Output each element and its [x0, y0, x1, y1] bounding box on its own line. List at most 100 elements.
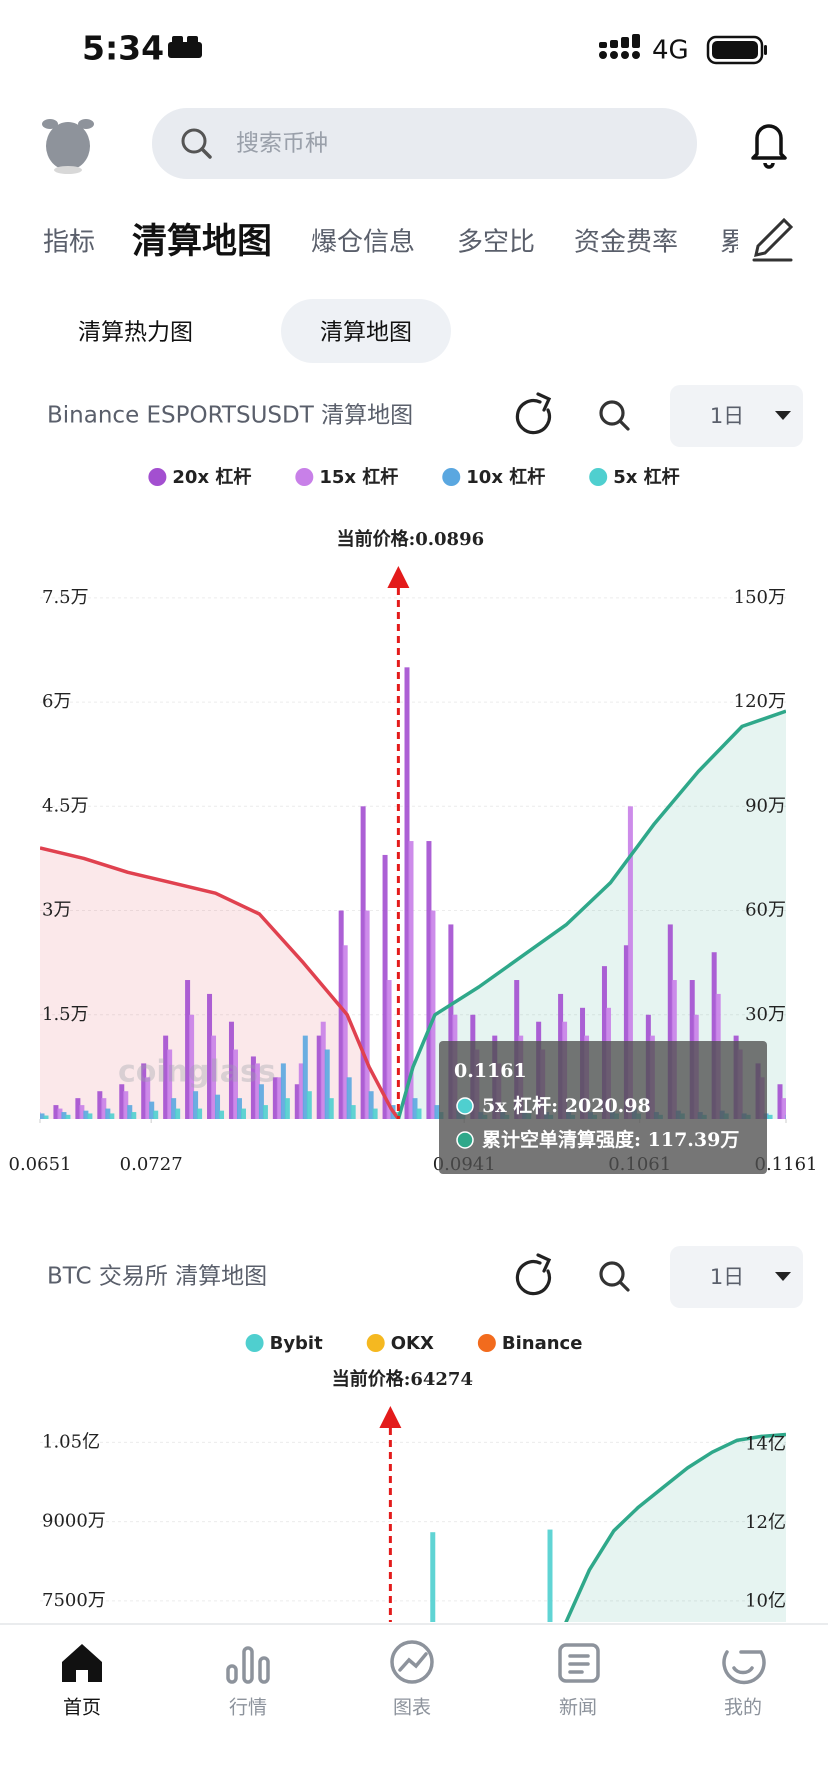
y-tick-label: 7.5万 — [42, 587, 89, 608]
refresh-arc — [515, 1259, 552, 1296]
bar — [207, 993, 213, 1119]
legend-item[interactable]: Binance — [477, 1333, 583, 1354]
y2-tick-label: 10亿 — [745, 1591, 786, 1612]
bar — [316, 1035, 322, 1119]
bar — [153, 1110, 159, 1119]
legend-item[interactable]: 5x 杠杆 — [589, 466, 680, 488]
cumulative-line — [40, 846, 400, 1119]
y-tick-label: 1.05亿 — [42, 1431, 100, 1452]
bar — [302, 1035, 308, 1119]
bell-icon[interactable] — [751, 124, 787, 169]
bar — [298, 1063, 304, 1119]
bar — [109, 1113, 115, 1119]
bar — [627, 806, 633, 1119]
nav-label[interactable]: 图表 — [393, 1697, 431, 1719]
bar — [767, 1114, 773, 1119]
bar — [386, 980, 392, 1119]
search-handle — [618, 419, 630, 431]
bar — [83, 1110, 89, 1119]
signal-icon — [599, 34, 640, 59]
period-dropdown[interactable]: 1日 — [670, 385, 803, 447]
bar — [127, 1105, 133, 1119]
bar — [145, 1077, 151, 1119]
battery-icon — [706, 35, 767, 65]
search-icon[interactable] — [599, 400, 630, 431]
bar — [547, 1529, 553, 1622]
search-lens — [599, 400, 625, 426]
bar — [667, 924, 673, 1119]
legend-label: 15x 杠杆 — [319, 466, 398, 488]
y2-tick-label: 12亿 — [745, 1512, 786, 1533]
bar — [781, 1098, 786, 1119]
news-icon[interactable] — [558, 1643, 600, 1683]
bar — [75, 1098, 81, 1119]
subtab[interactable]: 清算热力图 — [78, 320, 193, 346]
legend-item[interactable]: 20x 杠杆 — [148, 466, 251, 488]
profile-icon[interactable] — [722, 1650, 766, 1685]
refresh-icon[interactable] — [515, 1253, 552, 1296]
x-tick-label: 0.0727 — [120, 1154, 183, 1175]
refresh-icon[interactable] — [515, 392, 552, 435]
plot — [40, 1432, 786, 1622]
bar — [123, 1091, 129, 1119]
tab[interactable]: 多空比 — [457, 228, 535, 258]
nav-label[interactable]: 新闻 — [559, 1697, 597, 1719]
period-box — [670, 1246, 803, 1308]
y-tick-label: 6万 — [42, 691, 71, 712]
area-fill — [564, 1434, 786, 1622]
tab-active[interactable]: 清算地图 — [132, 222, 272, 262]
bar — [272, 1077, 278, 1119]
bar — [236, 1098, 242, 1119]
legend-item[interactable]: 15x 杠杆 — [295, 466, 398, 488]
charts-icon[interactable] — [390, 1640, 434, 1684]
bar — [61, 1112, 67, 1119]
nav-label[interactable]: 行情 — [229, 1697, 267, 1719]
legend-dot — [148, 468, 167, 486]
bar — [364, 910, 370, 1119]
bar — [623, 945, 629, 1119]
search-bar[interactable]: 搜索币种 — [152, 108, 697, 179]
tab[interactable]: 指标 — [43, 228, 95, 258]
bar — [211, 1035, 217, 1119]
bar — [87, 1113, 93, 1119]
bar — [193, 1091, 199, 1119]
bar — [65, 1114, 71, 1119]
bar — [306, 1091, 312, 1119]
nav-label[interactable]: 我的 — [724, 1697, 762, 1719]
bar — [240, 1108, 246, 1119]
y-tick-label: 7500万 — [42, 1590, 106, 1611]
market-icon[interactable] — [226, 1646, 270, 1684]
legend-label: Binance — [502, 1333, 583, 1354]
avatar[interactable] — [42, 119, 94, 174]
tab[interactable]: 资金费率 — [574, 228, 678, 258]
chart-title: BTC 交易所 清算地图 — [47, 1264, 267, 1290]
subtab-active[interactable]: 清算地图 — [320, 320, 412, 346]
edit-icon[interactable] — [752, 217, 794, 262]
tab[interactable]: 爆仓信息 — [311, 228, 415, 258]
y2-tick-label: 30万 — [745, 1004, 786, 1025]
bar — [430, 910, 436, 1119]
bar — [250, 1056, 256, 1119]
header: 搜索币种 — [42, 108, 787, 179]
legend-label: Bybit — [270, 1333, 324, 1354]
bar — [254, 1063, 260, 1119]
period-dropdown[interactable]: 1日 — [670, 1246, 803, 1308]
legend-item[interactable]: Bybit — [245, 1333, 324, 1354]
search-icon[interactable] — [599, 1261, 630, 1292]
refresh-arrow — [536, 1253, 552, 1273]
home-icon[interactable] — [62, 1644, 102, 1682]
legend-label: 20x 杠杆 — [172, 466, 251, 488]
status-time: 5:34 — [82, 29, 164, 68]
legend-item[interactable]: 10x 杠杆 — [442, 466, 545, 488]
legend-dot — [366, 1334, 385, 1352]
bar — [382, 854, 388, 1119]
bottom-nav: 首页 行情 图表 新闻 我的 — [0, 1623, 828, 1792]
nav-label[interactable]: 首页 — [63, 1697, 101, 1719]
legend-item[interactable]: OKX — [366, 1333, 434, 1354]
legend-label: OKX — [391, 1333, 434, 1354]
search-placeholder: 搜索币种 — [236, 131, 328, 157]
bar — [97, 1091, 103, 1119]
bar — [408, 841, 414, 1119]
current-price-arrow — [379, 1406, 402, 1428]
